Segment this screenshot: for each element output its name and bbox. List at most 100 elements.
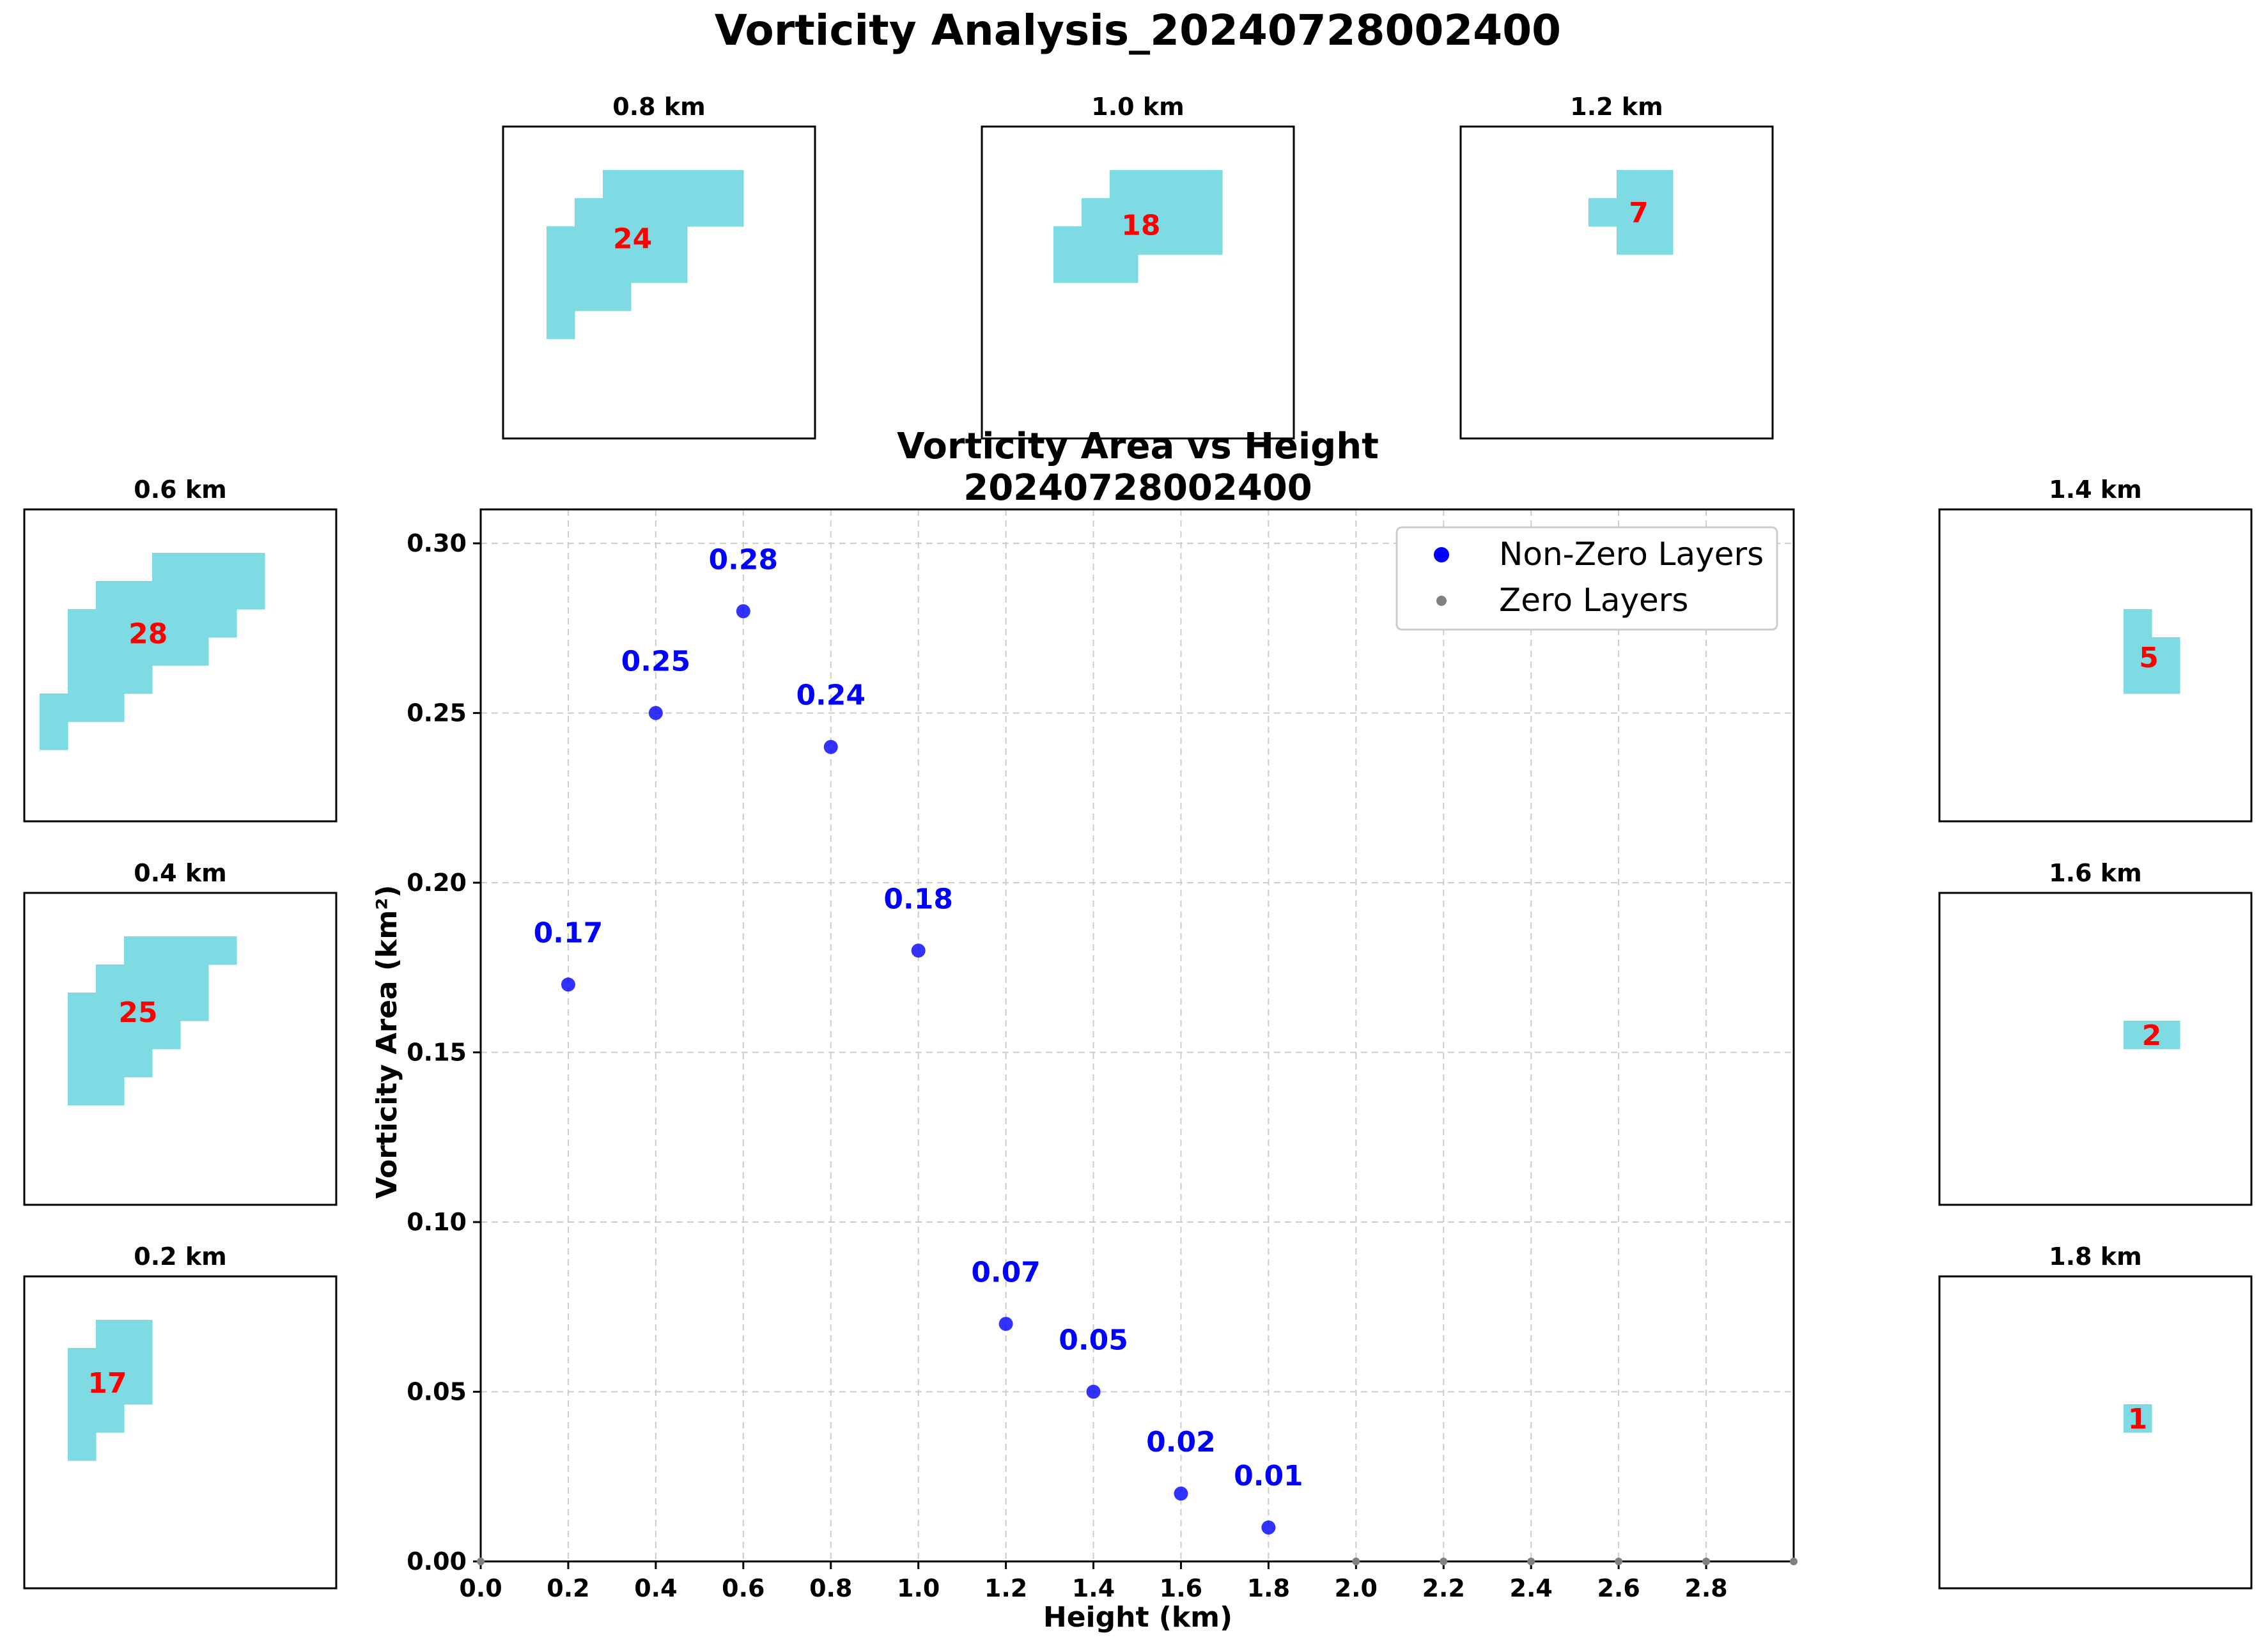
vorticity-cell	[687, 198, 716, 227]
vorticity-cell	[1645, 226, 1674, 255]
data-point-non-zero	[823, 739, 838, 754]
y-tick-label: 0.20	[407, 869, 467, 897]
vorticity-cell	[68, 609, 97, 638]
cell-count: 28	[128, 618, 167, 651]
vorticity-cell	[1110, 198, 1138, 227]
x-tick-label: 1.4	[1072, 1574, 1115, 1602]
vorticity-cell	[96, 1348, 125, 1377]
y-tick-label: 0.25	[407, 699, 467, 727]
vorticity-cell	[1082, 198, 1110, 227]
vorticity-cell	[2152, 665, 2180, 694]
vorticity-cell	[96, 1376, 125, 1405]
vorticity-cell	[124, 1320, 153, 1349]
vorticity-cell	[1110, 254, 1138, 283]
panel-frame	[1938, 508, 2253, 823]
vorticity-cell	[68, 665, 97, 694]
x-tick-label: 1.0	[897, 1574, 940, 1602]
vorticity-cell	[1082, 254, 1110, 283]
vorticity-cell	[575, 254, 603, 283]
vorticity-cell	[575, 226, 603, 255]
axes: 0.0 0.2 0.4 0.6 0.8 1.0 1.2 1.4 1.6 1.8 2.0 2.2 2.4 2…	[407, 508, 1795, 1602]
vorticity-cell	[1645, 170, 1674, 199]
vorticity-cell	[68, 1376, 97, 1405]
vorticity-cell	[659, 170, 688, 199]
vorticity-cell	[1166, 170, 1195, 199]
legend-label-non-zero: Non-Zero Layers	[1499, 536, 1764, 573]
vorticity-cell	[2124, 665, 2152, 694]
vorticity-cell	[96, 1049, 125, 1078]
vorticity-cell	[68, 1348, 97, 1377]
vorticity-cell	[96, 693, 125, 722]
layer-panel: 1.4 km 5	[1938, 476, 2253, 823]
vorticity-cell	[40, 693, 68, 722]
vorticity-cell	[68, 1432, 97, 1461]
legend-label-zero: Zero Layers	[1499, 582, 1688, 619]
vorticity-cell	[1110, 226, 1138, 255]
legend-marker-non-zero	[1434, 547, 1449, 562]
data-label: 0.01	[1234, 1460, 1303, 1492]
panel-title: 0.8 km	[612, 93, 705, 121]
vorticity-cell	[2152, 637, 2180, 666]
layer-panel: 1.6 km 2	[1938, 859, 2253, 1206]
vorticity-cell	[96, 1021, 125, 1049]
panel-title: 1.4 km	[2049, 476, 2141, 504]
x-tick-label: 2.8	[1684, 1574, 1727, 1602]
vorticity-cell	[152, 936, 181, 965]
vorticity-cell	[1138, 226, 1167, 255]
vorticity-cell	[659, 226, 688, 255]
x-tick-label: 2.6	[1597, 1574, 1640, 1602]
vorticity-cell	[68, 1021, 97, 1049]
vorticity-cell	[547, 226, 575, 255]
data-point-non-zero	[648, 706, 663, 720]
vorticity-cell	[1194, 226, 1223, 255]
plot-frame	[479, 508, 1795, 1563]
data-point-non-zero	[998, 1317, 1013, 1331]
data-point-zero	[1440, 1558, 1448, 1565]
vorticity-cell	[208, 553, 237, 582]
vorticity-cell	[96, 993, 125, 1021]
vorticity-cell	[68, 1077, 97, 1106]
layer-panel: 0.4 km 25	[23, 859, 338, 1206]
vorticity-cell	[631, 226, 660, 255]
vorticity-cell	[547, 283, 575, 311]
data-label: 0.28	[709, 543, 779, 576]
vorticity-cell	[2152, 1021, 2180, 1049]
data-point-zero	[1702, 1558, 1711, 1565]
x-tick-label: 1.2	[984, 1574, 1027, 1602]
x-tick-label: 0.8	[809, 1574, 852, 1602]
vorticity-cell	[152, 1021, 181, 1049]
vorticity-cell	[68, 637, 97, 666]
data-point-non-zero	[561, 977, 575, 992]
vorticity-cell	[124, 1021, 153, 1049]
vorticity-cell	[1053, 226, 1082, 255]
vorticity-cell	[208, 936, 237, 965]
vorticity-cell	[2124, 1021, 2152, 1049]
vorticity-cell	[715, 170, 744, 199]
vorticity-cell	[68, 993, 97, 1021]
vorticity-cell	[124, 609, 153, 638]
data-point-zero	[1527, 1558, 1535, 1565]
data-point-zero	[477, 1558, 485, 1565]
layer-panel: 0.8 km 24	[502, 93, 816, 440]
vorticity-cell	[1194, 198, 1223, 227]
layer-panel: 0.2 km 17	[23, 1243, 338, 1590]
layer-panel: 1.2 km 7	[1459, 93, 1774, 440]
vorticity-cell	[575, 283, 603, 311]
legend-marker-zero	[1436, 596, 1447, 606]
vorticity-cell	[237, 553, 265, 582]
panel-frame	[1938, 892, 2253, 1206]
panel-title: 1.6 km	[2049, 859, 2141, 887]
y-tick-label: 0.15	[407, 1039, 467, 1067]
x-tick-label: 0.2	[547, 1574, 589, 1602]
vorticity-cell	[124, 637, 153, 666]
vorticity-cell	[68, 693, 97, 722]
vorticity-cell	[547, 311, 575, 339]
data-point-non-zero	[736, 604, 750, 619]
vorticity-cell	[96, 1077, 125, 1106]
vorticity-cell	[152, 553, 181, 582]
vorticity-cell	[1617, 198, 1645, 227]
vorticity-cell	[96, 1320, 125, 1349]
vorticity-cell	[1138, 198, 1167, 227]
scatter-plot: Vorticity Area vs Height 20240728002400 …	[371, 426, 1798, 1634]
data-point-non-zero	[1261, 1520, 1276, 1535]
